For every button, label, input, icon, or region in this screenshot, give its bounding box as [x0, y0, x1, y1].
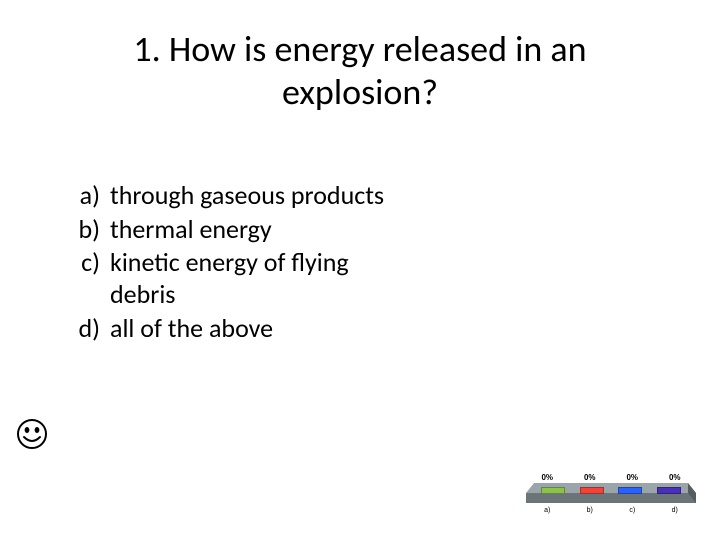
option-letter: b) [68, 214, 110, 246]
option-text: kinetic energy of flying debris [110, 247, 398, 310]
answer-option-list: a) through gaseous products b) thermal e… [68, 180, 398, 347]
chart-percent: 0% [578, 473, 602, 482]
response-chart: 0% 0% 0% 0% a) b) c) d) [526, 473, 696, 528]
option-text: through gaseous products [110, 180, 398, 212]
chart-label: a) [535, 507, 559, 514]
slide: 1. How is energy released in an explosio… [0, 0, 720, 540]
option-letter: c) [68, 247, 110, 310]
chart-label-row: a) b) c) d) [526, 507, 696, 514]
chart-label: b) [578, 507, 602, 514]
option-text: all of the above [110, 313, 398, 345]
question-title: 1. How is energy released in an explosio… [60, 28, 660, 114]
chart-label: d) [663, 507, 687, 514]
answer-option: d) all of the above [68, 313, 398, 345]
chart-plinth [526, 483, 696, 505]
answer-option: b) thermal energy [68, 214, 398, 246]
answer-option: c) kinetic energy of flying debris [68, 247, 398, 310]
chart-label: c) [620, 507, 644, 514]
chart-percent: 0% [535, 473, 559, 482]
chart-percent: 0% [663, 473, 687, 482]
option-letter: d) [68, 313, 110, 345]
option-letter: a) [68, 180, 110, 212]
answer-option: a) through gaseous products [68, 180, 398, 212]
chart-percent: 0% [620, 473, 644, 482]
option-text: thermal energy [110, 214, 398, 246]
chart-bar [618, 487, 642, 494]
chart-bar [580, 487, 604, 494]
chart-bar [541, 487, 565, 494]
chart-bar-row [534, 487, 688, 494]
smiley-icon [16, 418, 48, 450]
chart-percent-row: 0% 0% 0% 0% [526, 473, 696, 482]
chart-bar [657, 487, 681, 494]
